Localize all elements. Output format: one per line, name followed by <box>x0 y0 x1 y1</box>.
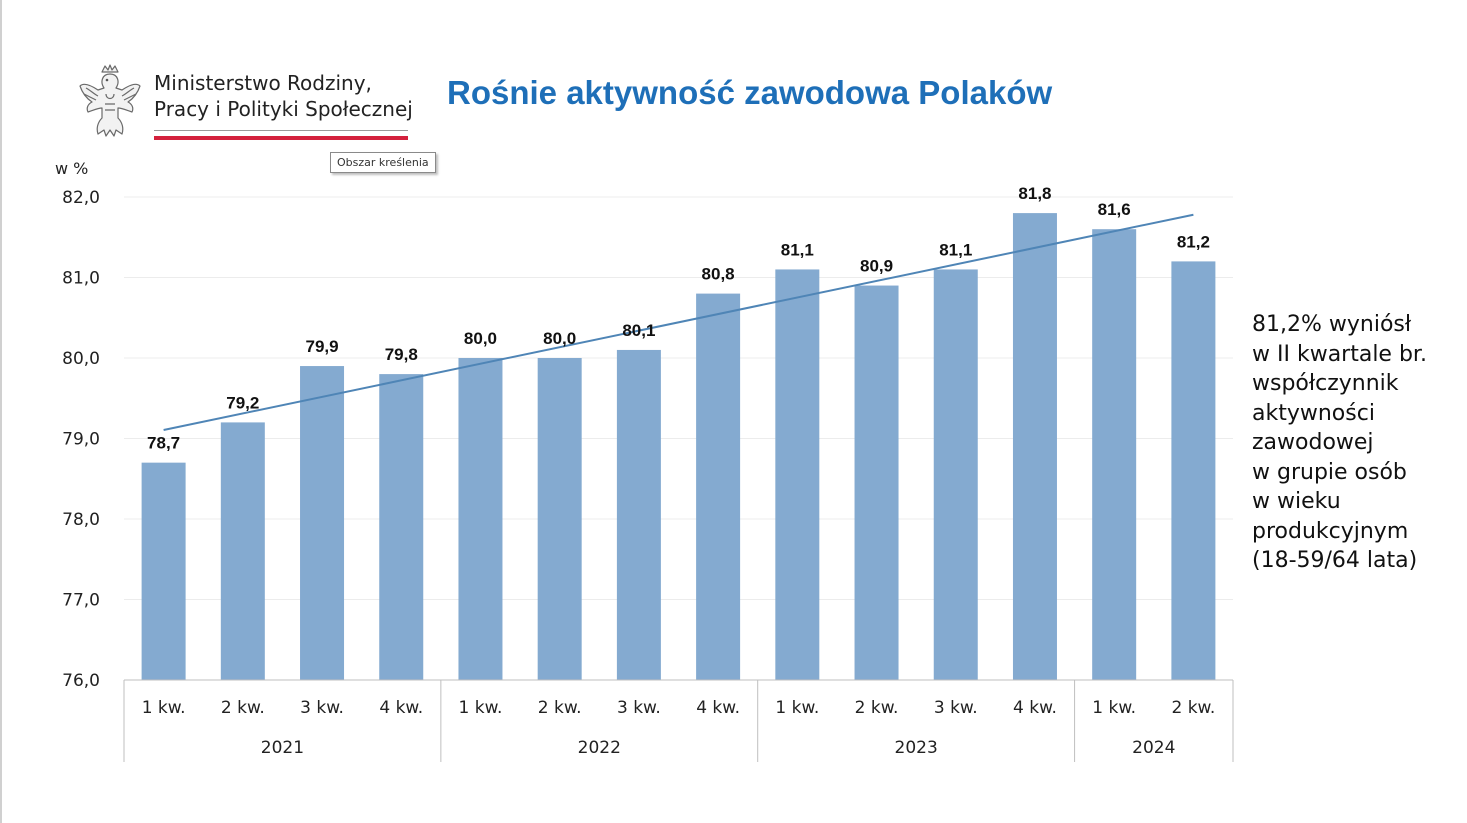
y-tick-label: 79,0 <box>62 430 100 450</box>
bar <box>854 285 899 680</box>
x-tick-label: 1 kw. <box>459 698 503 718</box>
y-axis-label: w % <box>55 159 88 178</box>
x-tick-label: 3 kw. <box>934 698 978 718</box>
data-label: 80,8 <box>702 265 735 284</box>
bar <box>141 462 186 680</box>
side-note-line-7: w wieku <box>1252 489 1341 514</box>
x-group-label: 2021 <box>261 738 304 758</box>
side-note-line-2: w II kwartale br. <box>1252 341 1427 367</box>
side-note: 81,2% wyniósł w II kwartale br. współczy… <box>1252 310 1457 576</box>
bar <box>696 293 741 680</box>
x-tick-label: 1 kw. <box>775 698 819 718</box>
bar <box>1092 229 1137 680</box>
polish-eagle-emblem-icon <box>79 64 141 137</box>
data-label: 79,9 <box>305 337 338 356</box>
data-label: 81,1 <box>781 240 814 259</box>
ministry-name: Ministerstwo Rodziny, Pracy i Polityki S… <box>154 70 424 122</box>
data-label: 81,2 <box>1177 232 1210 251</box>
ministry-name-line-1: Ministerstwo Rodziny, <box>154 71 372 95</box>
ministry-logo: Ministerstwo Rodziny, Pracy i Polityki S… <box>78 64 418 144</box>
data-label: 81,8 <box>1018 184 1051 203</box>
x-tick-label: 4 kw. <box>696 698 740 718</box>
bar <box>300 366 345 680</box>
y-tick-label: 77,0 <box>62 591 100 611</box>
data-label: 80,0 <box>464 329 497 348</box>
logo-divider-red <box>154 136 408 140</box>
x-tick-label: 3 kw. <box>617 698 661 718</box>
data-label: 78,7 <box>147 434 180 453</box>
y-tick-label: 76,0 <box>62 671 100 691</box>
x-tick-label: 2 kw. <box>221 698 265 718</box>
side-note-line-1: 81,2% wyniósł <box>1252 312 1412 337</box>
x-group-label: 2024 <box>1132 738 1175 758</box>
y-tick-label: 82,0 <box>62 188 100 208</box>
trendline <box>163 213 1194 431</box>
side-note-line-5: zawodowej <box>1252 430 1374 455</box>
x-tick-label: 2 kw. <box>1171 698 1215 718</box>
x-tick-label: 3 kw. <box>300 698 344 718</box>
page-title: Rośnie aktywność zawodowa Polaków <box>447 74 1053 111</box>
bar <box>379 374 424 680</box>
data-label: 80,9 <box>860 257 893 276</box>
slide-left-edge <box>0 0 2 823</box>
logo-divider-gray <box>154 130 408 131</box>
side-note-line-6: w grupie osób <box>1252 459 1407 485</box>
x-tick-label: 2 kw. <box>855 698 899 718</box>
bar <box>220 422 265 680</box>
side-note-line-8: produkcyjnym <box>1252 518 1409 544</box>
data-label: 79,2 <box>226 393 259 412</box>
y-tick-label: 80,0 <box>62 349 100 369</box>
x-group-label: 2023 <box>895 738 938 758</box>
bar <box>537 358 582 680</box>
y-tick-label: 81,0 <box>62 269 100 289</box>
bar <box>458 358 503 680</box>
data-label: 81,6 <box>1098 200 1131 219</box>
side-note-line-4: aktywności <box>1252 400 1375 426</box>
data-label: 80,1 <box>622 321 655 340</box>
bar <box>1012 213 1057 680</box>
plot-area-tooltip: Obszar kreślenia <box>330 152 436 173</box>
ministry-name-line-2: Pracy i Polityki Społecznej <box>154 97 413 121</box>
x-tick-label: 1 kw. <box>1092 698 1136 718</box>
side-note-line-3: współczynnik <box>1252 371 1399 396</box>
side-note-line-9: (18-59/64 lata) <box>1252 548 1418 573</box>
data-label: 80,0 <box>543 329 576 348</box>
x-group-label: 2022 <box>578 738 621 758</box>
bar <box>616 349 661 680</box>
data-label: 81,1 <box>939 240 972 259</box>
bar <box>933 269 978 680</box>
y-tick-label: 78,0 <box>62 510 100 530</box>
bar <box>775 269 820 680</box>
bar <box>1171 261 1216 680</box>
x-tick-label: 4 kw. <box>379 698 423 718</box>
x-tick-label: 2 kw. <box>538 698 582 718</box>
x-tick-label: 4 kw. <box>1013 698 1057 718</box>
data-label: 79,8 <box>385 345 418 364</box>
x-tick-label: 1 kw. <box>142 698 186 718</box>
